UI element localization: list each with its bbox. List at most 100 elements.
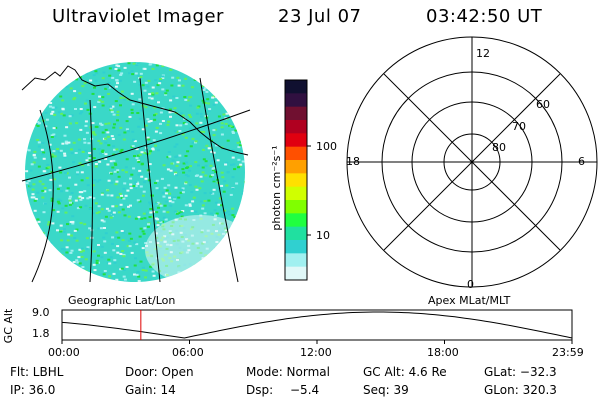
image-pixel [185, 278, 189, 281]
image-pixel [37, 145, 41, 148]
image-pixel [103, 251, 107, 254]
image-pixel [205, 272, 209, 275]
image-pixel [229, 95, 233, 98]
image-pixel [88, 153, 92, 156]
image-pixel [60, 254, 64, 257]
image-pixel [75, 122, 79, 125]
image-pixel [201, 207, 205, 210]
image-pixel [34, 242, 38, 245]
image-pixel [80, 247, 84, 250]
image-pixel [181, 191, 185, 194]
image-pixel [190, 281, 194, 282]
image-pixel [101, 131, 105, 134]
image-pixel [237, 166, 240, 169]
image-pixel [240, 247, 244, 250]
image-pixel [43, 83, 47, 86]
image-pixel [189, 115, 192, 118]
image-pixel [240, 86, 244, 89]
image-pixel [169, 204, 173, 207]
image-pixel [116, 82, 119, 85]
image-pixel [68, 122, 72, 125]
image-pixel [71, 215, 75, 218]
image-pixel [50, 136, 54, 138]
image-pixel [132, 138, 136, 141]
image-pixel [120, 197, 124, 199]
image-pixel [180, 277, 184, 280]
image-pixel [171, 201, 175, 204]
image-pixel [78, 195, 82, 198]
image-pixel [59, 171, 63, 174]
image-pixel [104, 128, 108, 131]
image-pixel [30, 217, 34, 220]
image-pixel [80, 179, 84, 182]
image-pixel [68, 199, 72, 202]
image-pixel [74, 199, 78, 202]
image-pixel [102, 220, 106, 223]
image-pixel [154, 79, 158, 82]
image-pixel [181, 187, 185, 190]
colorbar-label-100: 100 [316, 140, 337, 153]
image-pixel [29, 169, 33, 172]
image-pixel [78, 92, 82, 95]
image-pixel [155, 126, 159, 129]
image-pixel [65, 142, 69, 145]
image-pixel [205, 144, 209, 147]
image-pixel [54, 87, 58, 90]
image-pixel [202, 89, 206, 91]
image-pixel [244, 199, 245, 202]
image-pixel [113, 148, 116, 151]
image-pixel [87, 142, 91, 145]
image-pixel [128, 232, 132, 235]
image-pixel [219, 65, 223, 67]
image-pixel [85, 159, 89, 162]
image-pixel [135, 157, 139, 160]
image-pixel [151, 67, 155, 70]
image-pixel [114, 205, 118, 208]
image-pixel [241, 160, 245, 163]
image-pixel [64, 140, 68, 143]
image-pixel [106, 157, 110, 160]
image-pixel [50, 170, 54, 173]
image-pixel [29, 265, 33, 268]
image-pixel [36, 125, 40, 127]
image-pixel [29, 262, 33, 265]
image-pixel [86, 184, 90, 187]
colorbar-unit-label: photon cm⁻²s⁻¹ [270, 145, 283, 231]
image-pixel [61, 77, 65, 80]
image-pixel [116, 169, 120, 172]
image-pixel [38, 180, 42, 183]
image-pixel [109, 107, 113, 110]
image-pixel [115, 278, 119, 281]
image-pixel [183, 96, 187, 98]
image-pixel [119, 126, 123, 129]
image-pixel [179, 188, 183, 191]
image-pixel [137, 173, 141, 176]
image-pixel [63, 134, 67, 137]
image-pixel [237, 70, 240, 73]
image-pixel [164, 93, 168, 96]
image-pixel [50, 197, 54, 200]
image-pixel [202, 131, 206, 133]
image-pixel [65, 277, 69, 280]
image-pixel [188, 203, 192, 206]
image-pixel [124, 171, 128, 174]
image-pixel [112, 249, 116, 252]
image-pixel [69, 221, 73, 223]
image-pixel [157, 188, 161, 191]
image-pixel [214, 263, 218, 265]
image-pixel [122, 197, 126, 200]
image-pixel [56, 200, 60, 203]
image-pixel [76, 261, 80, 264]
image-pixel [195, 112, 199, 115]
image-pixel [110, 172, 113, 175]
mlt-label-0: 0 [467, 278, 474, 291]
mlt-label-18: 18 [346, 155, 360, 168]
image-pixel [226, 262, 230, 265]
image-pixel [159, 122, 162, 125]
image-pixel [111, 166, 115, 169]
image-pixel [192, 196, 196, 199]
image-pixel [202, 78, 206, 81]
image-pixel [203, 192, 207, 195]
image-pixel [30, 251, 33, 254]
image-pixel [74, 183, 78, 186]
